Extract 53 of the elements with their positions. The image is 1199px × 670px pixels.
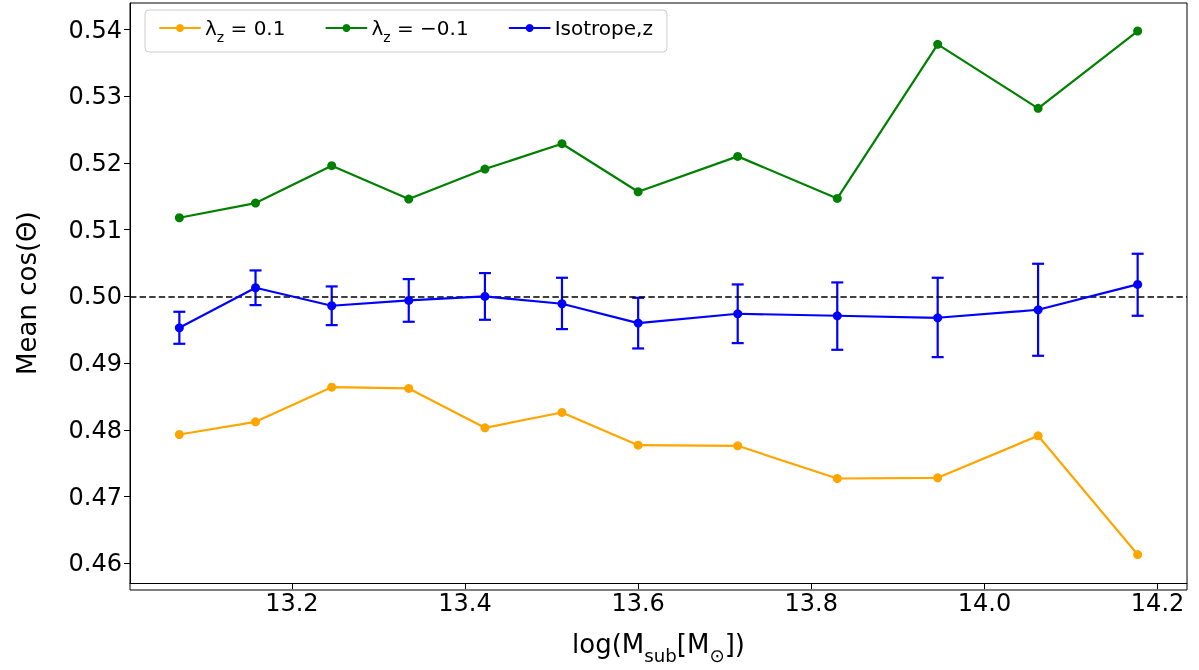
point: [174, 323, 184, 333]
point: [480, 291, 490, 301]
point: [174, 429, 184, 439]
point: [327, 161, 337, 171]
point: [1133, 550, 1143, 560]
x-tick-label: 13.8: [784, 589, 839, 618]
point: [733, 309, 743, 319]
x-tick-label: 13.2: [265, 589, 319, 618]
y-tick-label: 0.51: [68, 215, 122, 244]
x-tick-label: 14.2: [1130, 589, 1185, 618]
point: [327, 382, 337, 392]
point: [251, 417, 261, 427]
point: [327, 301, 337, 311]
point: [480, 164, 490, 174]
point: [733, 441, 743, 451]
x-tick-label: 13.4: [438, 589, 492, 618]
y-tick-label: 0.54: [68, 15, 122, 44]
point: [1133, 26, 1143, 36]
x-tick-label: 14.0: [957, 589, 1012, 618]
point: [404, 295, 414, 305]
point: [933, 473, 943, 483]
point: [251, 198, 261, 208]
legend-label: Isotrope,z: [554, 16, 653, 40]
y-tick-label: 0.48: [68, 415, 122, 444]
point: [251, 283, 261, 293]
point: [404, 194, 414, 204]
y-tick-label: 0.47: [68, 482, 122, 511]
point: [933, 313, 943, 323]
y-tick-label: 0.53: [68, 82, 122, 111]
point: [933, 39, 943, 49]
point: [1033, 431, 1043, 441]
point: [1033, 103, 1043, 113]
point: [832, 193, 842, 203]
point: [1133, 279, 1143, 289]
point: [557, 139, 567, 149]
point: [1033, 305, 1043, 315]
point: [480, 423, 490, 433]
point: [174, 213, 184, 223]
point: [733, 151, 743, 161]
point: [633, 440, 643, 450]
point: [832, 474, 842, 483]
point: [633, 318, 643, 328]
y-tick-label: 0.50: [68, 282, 122, 311]
y-tick-label: 0.49: [68, 349, 122, 378]
x-tick-label: 13.6: [611, 589, 665, 618]
point: [404, 383, 414, 393]
point: [557, 299, 567, 309]
point: [633, 187, 643, 197]
y-tick-label: 0.46: [68, 549, 122, 578]
point: [557, 407, 567, 417]
y-tick-label: 0.52: [68, 149, 122, 178]
y-axis-title: Mean cos(Θ): [12, 211, 42, 375]
point: [832, 311, 842, 321]
